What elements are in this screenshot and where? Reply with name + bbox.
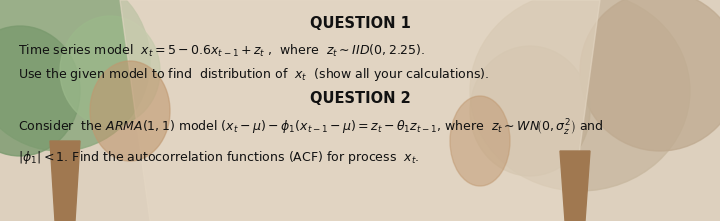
Ellipse shape bbox=[470, 0, 690, 191]
Ellipse shape bbox=[0, 0, 150, 151]
Ellipse shape bbox=[450, 96, 510, 186]
Ellipse shape bbox=[0, 26, 80, 156]
Polygon shape bbox=[560, 151, 590, 221]
Text: QUESTION 1: QUESTION 1 bbox=[310, 16, 410, 31]
Text: $|\phi_1|<1$. Find the autocorrelation functions (ACF) for process  $x_t$.: $|\phi_1|<1$. Find the autocorrelation f… bbox=[18, 149, 420, 166]
Text: QUESTION 2: QUESTION 2 bbox=[310, 91, 410, 106]
Text: Use the given model to find  distribution of  $x_t$  (show all your calculations: Use the given model to find distribution… bbox=[18, 66, 490, 83]
Ellipse shape bbox=[580, 0, 720, 151]
Text: Time series model  $x_t =5-0.6x_{t-1}+z_t$ ,  where  $z_t \sim IID(0,2.25)$.: Time series model $x_t =5-0.6x_{t-1}+z_t… bbox=[18, 43, 425, 59]
Polygon shape bbox=[120, 0, 600, 221]
Text: Consider  the $ARMA(1,1)$ model $(x_t-\mu)-\phi_1(x_{t-1}-\mu)=z_t-\theta_1 z_{t: Consider the $ARMA(1,1)$ model $(x_t-\mu… bbox=[18, 118, 603, 138]
Ellipse shape bbox=[90, 61, 170, 161]
Ellipse shape bbox=[60, 16, 160, 126]
Ellipse shape bbox=[470, 46, 590, 176]
Polygon shape bbox=[50, 141, 80, 221]
